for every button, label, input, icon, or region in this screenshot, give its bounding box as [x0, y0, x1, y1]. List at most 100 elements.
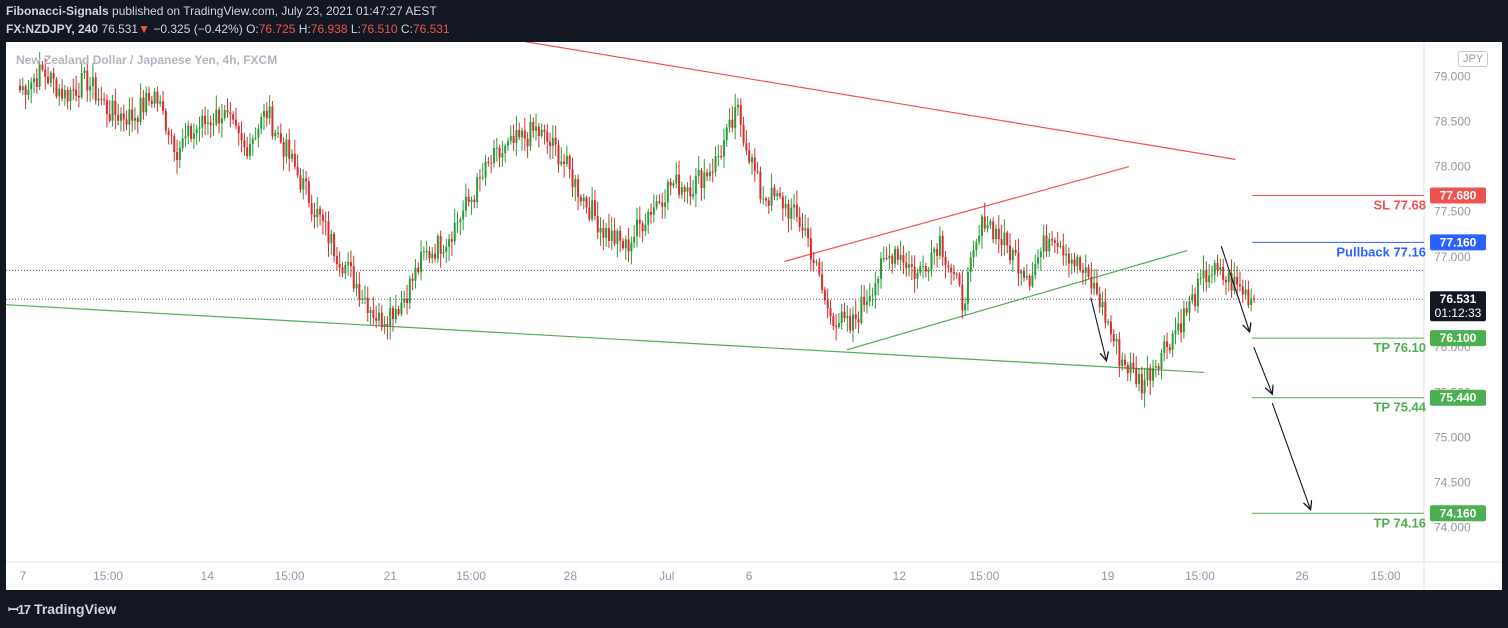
candle-down [218, 109, 221, 124]
last-price-badge [1430, 291, 1486, 322]
candle-down [554, 137, 557, 145]
candle-up [515, 129, 518, 143]
candle-down [406, 298, 409, 304]
candle-down [487, 161, 490, 163]
candle-up [1121, 359, 1124, 367]
candle-up [212, 124, 215, 126]
y-tick-label: 77.500 [1434, 205, 1471, 219]
x-tick-label: 15:00 [1185, 569, 1215, 583]
candle-down [1185, 308, 1188, 313]
candle-up [49, 73, 52, 83]
candle-down [885, 257, 888, 259]
candle-up [414, 267, 417, 281]
candle-up [1188, 300, 1191, 313]
candle-up [1199, 278, 1202, 280]
symbol-label[interactable]: FX:NZDJPY, 240 [6, 22, 99, 36]
candle-down [358, 284, 361, 300]
candle-up [664, 202, 667, 207]
candle-up [734, 107, 737, 128]
candle-down [439, 235, 442, 254]
candle-down [490, 162, 493, 164]
candle-up [636, 219, 638, 237]
candle-down [947, 265, 950, 268]
candle-down [237, 125, 240, 134]
candle-down [307, 181, 310, 204]
chart-panel[interactable]: 79.00078.50078.00077.50077.00076.50076.0… [6, 42, 1502, 590]
candle-down [1247, 289, 1250, 306]
candle-down [863, 296, 866, 305]
candle-up [89, 86, 92, 91]
candle-up [644, 224, 647, 232]
candle-up [871, 295, 874, 297]
candle-down [955, 273, 958, 275]
candle-up [605, 228, 608, 238]
candle-down [240, 133, 243, 141]
candle-up [377, 312, 380, 321]
tradingview-logo[interactable]: ꟷ17 TradingView [8, 600, 116, 618]
level-badge-text: 77.680 [1440, 188, 1477, 202]
y-tick-label: 74.000 [1434, 521, 1471, 535]
candle-up [888, 255, 891, 259]
candle-down [190, 125, 193, 139]
level-badge [1430, 389, 1486, 406]
candle-down [1006, 232, 1009, 246]
candle-up [521, 130, 524, 138]
x-tick-label: 14 [201, 569, 215, 583]
candle-down [226, 110, 229, 113]
author-name[interactable]: Fibonacci-Signals [6, 4, 109, 18]
projection-arrow [1220, 245, 1249, 332]
candle-up [1208, 275, 1211, 283]
candle-down [661, 202, 664, 207]
candle-down [523, 130, 526, 139]
candle-up [784, 203, 787, 209]
candle-up [21, 86, 24, 91]
candle-down [105, 100, 108, 115]
candle-up [793, 204, 796, 208]
candle-down [243, 140, 246, 148]
candle-up [1174, 330, 1177, 334]
candle-down [992, 221, 995, 240]
level-label: TP 75.44 [1373, 400, 1426, 415]
candle-down [798, 216, 801, 228]
candle-up [470, 199, 473, 202]
candle-up [930, 252, 933, 270]
high-value: 76.938 [310, 22, 348, 36]
candle-up [616, 230, 619, 244]
candle-up [1059, 245, 1062, 247]
candle-up [860, 296, 863, 323]
candle-up [582, 197, 585, 202]
currency-badge[interactable]: JPY [1458, 51, 1489, 67]
candle-down [366, 297, 369, 314]
candle-down [518, 129, 521, 138]
low-label: L: [350, 22, 361, 36]
candle-up [630, 242, 633, 252]
candle-down [683, 187, 686, 192]
candle-up [714, 156, 717, 172]
candle-down [1053, 240, 1056, 243]
candle-down [1081, 270, 1084, 273]
candle-up [181, 138, 184, 148]
candle-down [279, 132, 282, 143]
candle-up [1011, 250, 1014, 261]
candle-down [156, 91, 159, 104]
candle-up [1227, 273, 1230, 283]
candle-up [1093, 282, 1096, 289]
candle-down [936, 248, 939, 256]
candle-down [549, 141, 552, 146]
candle-up [128, 109, 131, 125]
candle-up [574, 179, 577, 188]
candle-down [114, 100, 117, 115]
candle-up [868, 296, 871, 302]
candle-down [795, 204, 798, 217]
projection-arrow [1090, 297, 1107, 360]
candle-down [229, 112, 232, 115]
price-chart[interactable]: 79.00078.50078.00077.50077.00076.50076.0… [6, 42, 1502, 590]
candle-down [1104, 301, 1107, 323]
candle-down [526, 138, 529, 147]
candle-up [1182, 308, 1185, 333]
candle-up [476, 177, 479, 203]
candle-down [823, 290, 826, 301]
candle-up [1163, 341, 1166, 353]
candle-up [1115, 339, 1118, 342]
candle-up [694, 176, 697, 195]
